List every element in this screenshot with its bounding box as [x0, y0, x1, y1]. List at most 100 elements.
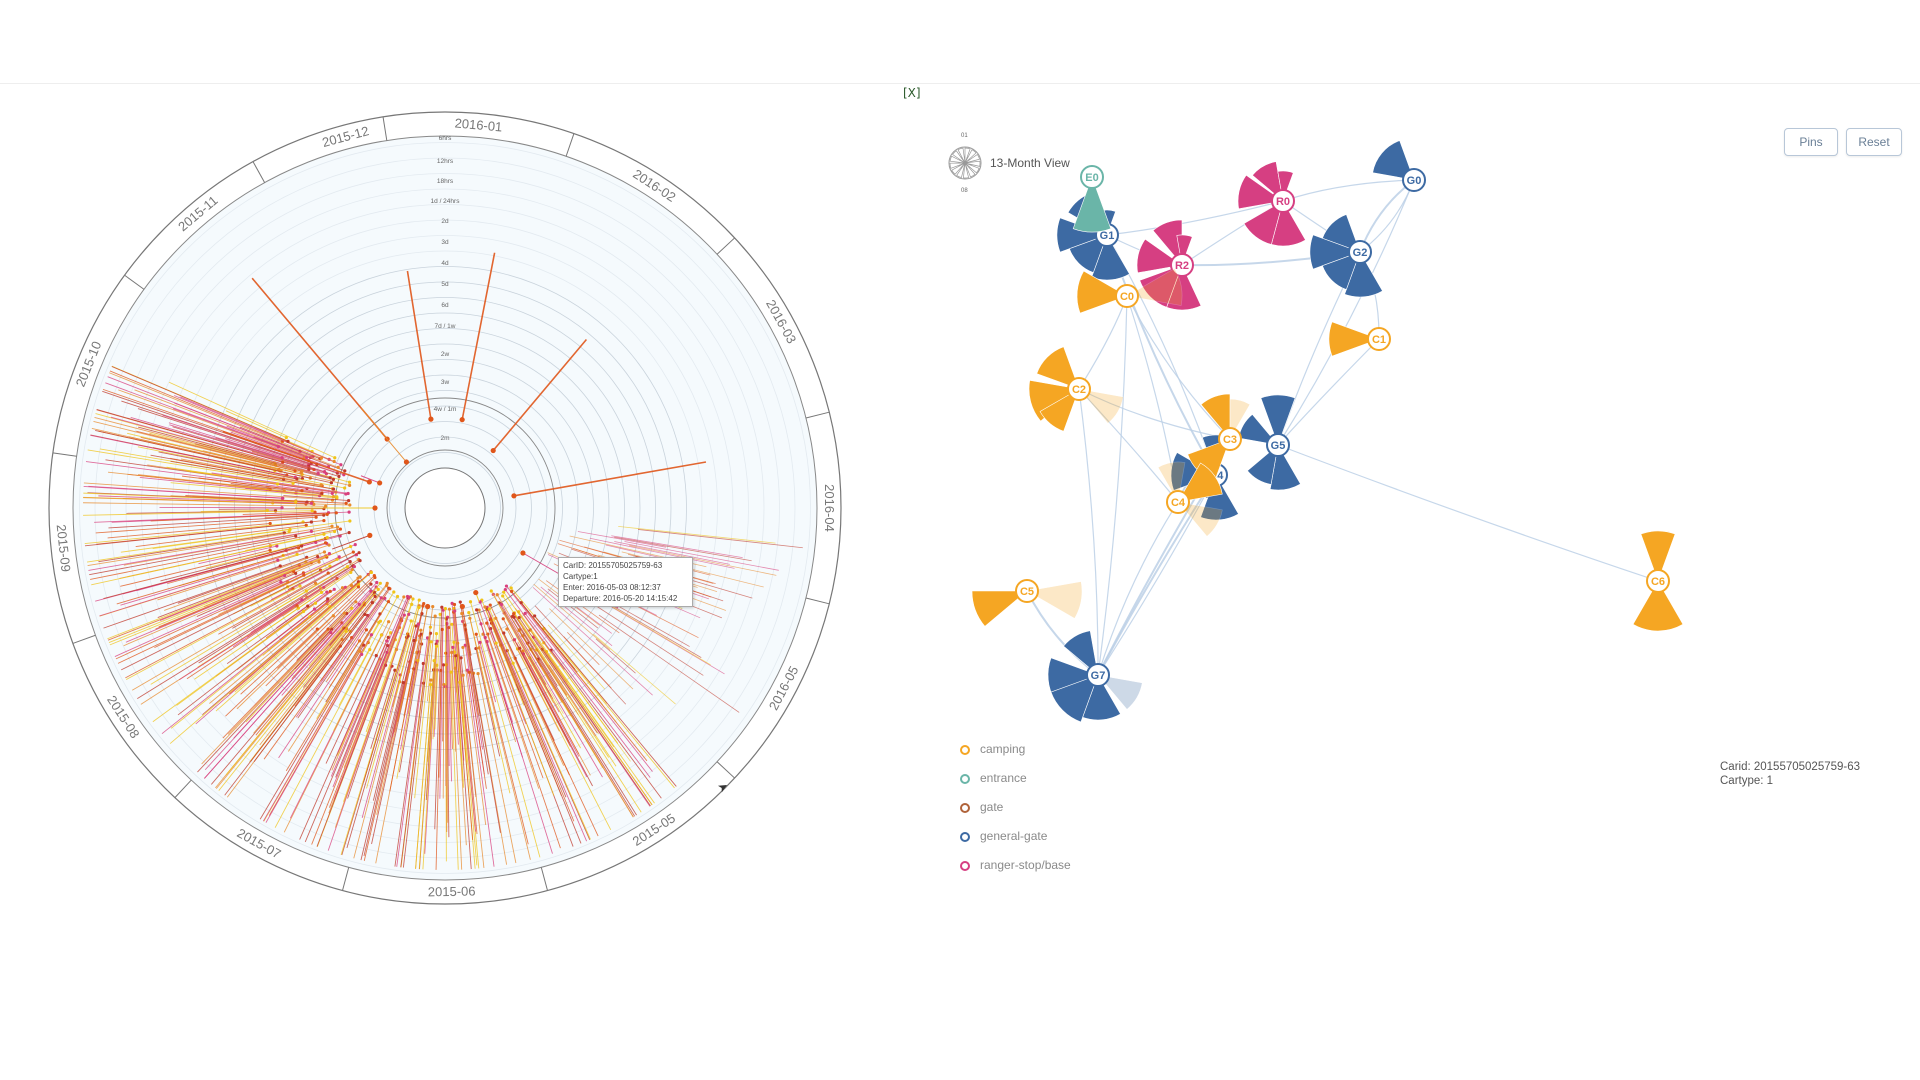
- node-petal: [1097, 674, 1143, 710]
- stay-line: [506, 628, 560, 732]
- view-toggle-icon[interactable]: [948, 146, 982, 180]
- long-stay-line: [461, 606, 472, 656]
- stay-line: [480, 623, 553, 854]
- pins-button[interactable]: Pins: [1784, 128, 1838, 156]
- stay-line: [624, 541, 779, 571]
- stay-start-dot: [301, 609, 306, 614]
- stay-start-dot: [282, 573, 287, 578]
- stay-line: [88, 485, 283, 499]
- stay-start-dot: [488, 603, 492, 607]
- stay-line: [370, 670, 396, 749]
- stay-start-dot: [322, 532, 326, 536]
- close-button[interactable]: [X]: [903, 86, 921, 100]
- stay-line: [296, 583, 372, 661]
- stay-start-dot: [402, 613, 406, 617]
- selection-info: Carid: 20155705025759-63 Cartype: 1: [1720, 760, 1860, 788]
- stay-start-dot: [434, 644, 439, 648]
- stay-line: [287, 552, 360, 591]
- network-edge: [1097, 474, 1217, 676]
- stay-line: [251, 450, 315, 470]
- node-petal: [1076, 270, 1128, 314]
- node-label: C4: [1171, 497, 1186, 509]
- legend-label: gate: [980, 800, 1004, 814]
- stay-line: [444, 608, 447, 862]
- node-label: R0: [1276, 196, 1290, 208]
- node-petal: [1328, 321, 1380, 357]
- stay-start-dot: [385, 639, 389, 643]
- stay-line: [85, 461, 333, 494]
- long-stay-line: [332, 534, 370, 550]
- stay-line: [109, 546, 351, 646]
- node-petal: [971, 590, 1028, 627]
- stay-line: [186, 470, 278, 485]
- node-petal: [1200, 474, 1239, 521]
- stay-start-dot: [332, 459, 336, 464]
- stay-line: [502, 618, 571, 747]
- stay-start-dot: [319, 483, 323, 487]
- network-node-G5: G5: [1238, 394, 1301, 491]
- stay-line: [140, 436, 280, 470]
- stay-start-dot: [276, 558, 280, 562]
- reset-button[interactable]: Reset: [1846, 128, 1902, 156]
- stay-start-dot: [353, 543, 357, 547]
- stay-start-dot: [447, 607, 452, 611]
- stay-line: [137, 408, 338, 474]
- stay-start-dot: [344, 501, 348, 505]
- view-petal: [964, 149, 977, 164]
- stay-line: [535, 631, 631, 762]
- stay-line: [589, 537, 735, 569]
- stay-line: [432, 665, 438, 740]
- stay-line: [186, 605, 298, 680]
- duration-ring-label: 12hrs: [437, 158, 454, 165]
- node-circle: [1402, 168, 1426, 192]
- month-divider: [342, 867, 350, 891]
- network-edge: [1282, 179, 1415, 202]
- stay-line: [138, 426, 331, 479]
- month-divider: [72, 634, 96, 644]
- stay-line: [550, 649, 662, 799]
- stay-start-dot: [327, 543, 331, 547]
- stay-start-dot: [344, 629, 348, 634]
- stay-line: [469, 618, 496, 731]
- stay-line: [169, 606, 331, 744]
- node-petal: [1372, 140, 1415, 181]
- node-circle: [1115, 284, 1139, 308]
- duration-ring-label: 6d: [441, 302, 449, 309]
- stay-line: [98, 495, 312, 504]
- stay-line: [453, 608, 478, 866]
- stay-line: [513, 616, 558, 686]
- stay-line: [486, 607, 588, 842]
- stay-line: [152, 611, 304, 723]
- stay-line: [470, 601, 541, 858]
- node-petal: [1322, 251, 1361, 290]
- view-petal: [952, 150, 966, 164]
- node-label: C2: [1072, 384, 1086, 396]
- stay-line: [91, 533, 325, 586]
- stay-line: [259, 639, 343, 746]
- stay-line: [230, 431, 329, 468]
- stay-start-dot: [407, 595, 411, 599]
- stay-start-dot: [452, 640, 456, 644]
- stay-start-dot: [294, 500, 298, 504]
- month-divider: [174, 779, 192, 798]
- stay-start-dot: [450, 601, 454, 605]
- stay-start-dot: [330, 524, 334, 528]
- stay-start-dot: [339, 463, 343, 467]
- stay-line: [486, 608, 567, 798]
- stay-line: [455, 655, 472, 870]
- stay-line: [240, 586, 359, 695]
- stay-start-dot: [306, 604, 310, 608]
- view-petal: [964, 160, 981, 167]
- view-label[interactable]: 13-Month View: [990, 156, 1070, 170]
- stay-line: [196, 572, 296, 617]
- stay-line: [512, 616, 637, 816]
- stay-line: [174, 395, 342, 466]
- stay-line: [490, 590, 554, 704]
- long-stay-dot: [459, 417, 465, 423]
- stay-line: [516, 642, 570, 743]
- stay-line: [264, 513, 328, 519]
- stay-line: [478, 647, 531, 860]
- stay-line: [230, 483, 322, 495]
- stay-line: [202, 581, 359, 716]
- network-edge: [1078, 388, 1231, 440]
